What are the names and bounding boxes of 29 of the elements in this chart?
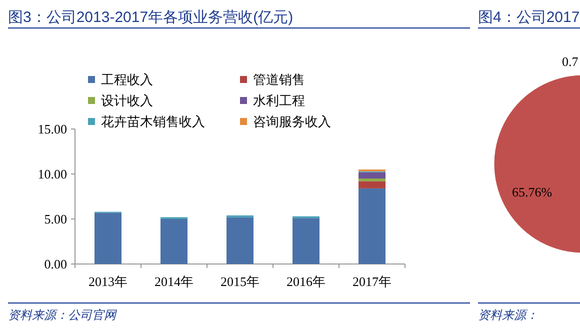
bar: [358, 188, 386, 264]
y-tick-label: 0.00: [44, 256, 67, 272]
y-tick-label: 10.00: [38, 166, 67, 182]
chart-title: 图4：公司2017: [478, 9, 580, 26]
y-tick-label: 15.00: [38, 122, 67, 136]
legend-label: 设计收入: [101, 93, 153, 108]
bar: [226, 217, 254, 264]
x-tick-label: 2014年: [154, 274, 194, 289]
bar: [358, 172, 386, 178]
bar: [94, 212, 122, 264]
legend-label: 管道销售: [253, 72, 305, 87]
chart-title: 图3：公司2013-2017年各项业务营收(亿元): [8, 9, 294, 26]
x-tick-label: 2015年: [220, 274, 260, 289]
y-tick-label: 5.00: [44, 212, 67, 226]
x-tick-label: 2013年: [88, 274, 128, 289]
text: 资料来源：: [478, 308, 538, 322]
legend-label: 工程收入: [101, 72, 153, 87]
data-label: 65.76%: [512, 184, 552, 200]
text: 资料来源：公司官网: [8, 308, 118, 322]
legend-label: 咨询服务收入: [253, 114, 331, 129]
x-tick-label: 2016年: [286, 274, 326, 289]
bar: [292, 218, 320, 264]
legend-label: 水利工程: [253, 93, 305, 108]
bar: [160, 219, 188, 264]
bar: [358, 178, 386, 182]
x-tick-label: 2017年: [352, 274, 392, 289]
bar: [358, 181, 386, 188]
legend-label: 花卉苗木销售收入: [101, 114, 205, 129]
text: 0.7: [562, 54, 579, 69]
